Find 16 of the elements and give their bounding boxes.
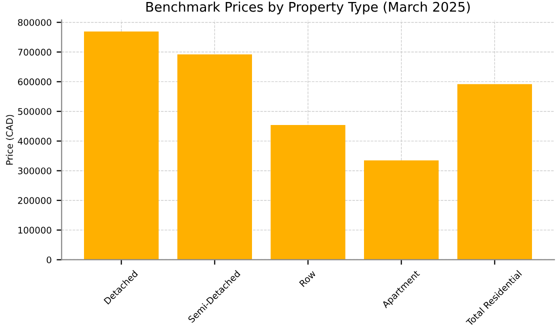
bar <box>270 125 346 260</box>
chart-title: Benchmark Prices by Property Type (March 2025) <box>146 2 470 14</box>
y-tick-label: 500000 <box>18 108 52 115</box>
y-tick-label: 100000 <box>18 226 52 234</box>
y-axis-title: Price (CAD) <box>6 114 14 165</box>
y-tick-label: 300000 <box>18 167 52 174</box>
y-tick-label: 600000 <box>18 78 52 86</box>
bar <box>177 54 252 260</box>
bar <box>84 32 159 260</box>
y-tick-label: 400000 <box>18 138 52 145</box>
bar <box>364 160 439 260</box>
y-tick-label: 800000 <box>18 19 52 26</box>
bar <box>457 84 532 260</box>
y-tick-label: 700000 <box>18 48 52 56</box>
y-tick-label: 200000 <box>18 197 52 204</box>
y-tick-label: 0 <box>46 256 52 264</box>
